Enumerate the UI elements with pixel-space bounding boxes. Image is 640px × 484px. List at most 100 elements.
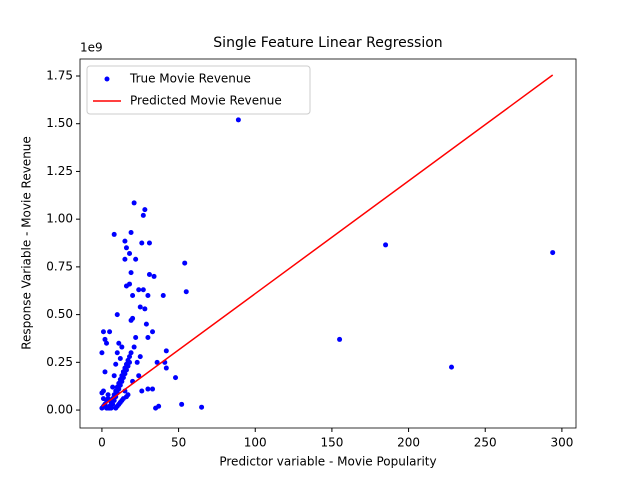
regression-line [101, 74, 554, 407]
legend-label: True Movie Revenue [129, 72, 251, 86]
point [125, 363, 131, 369]
point [142, 306, 148, 312]
point [99, 350, 105, 356]
point [146, 272, 152, 278]
point [100, 329, 106, 335]
point [140, 287, 146, 293]
point [151, 273, 157, 279]
point [130, 293, 136, 299]
point [145, 335, 151, 341]
point [104, 405, 110, 411]
point [143, 321, 149, 327]
point [116, 340, 122, 346]
plot-frame [79, 58, 577, 429]
legend-box [86, 65, 311, 115]
x-tick-label: 150 [320, 436, 343, 450]
y-tick-label: 0.50 [46, 307, 73, 321]
point [102, 369, 108, 375]
point [111, 373, 117, 379]
point [108, 403, 114, 409]
x-tick-label: 250 [474, 436, 497, 450]
point [130, 315, 136, 321]
x-tick-label: 50 [171, 436, 186, 450]
point [383, 242, 389, 248]
point [117, 356, 123, 362]
point [107, 329, 113, 335]
point [111, 231, 117, 237]
point [128, 270, 134, 276]
point [128, 230, 134, 236]
point [179, 401, 185, 407]
point [102, 336, 108, 342]
x-axis-label: Predictor variable - Movie Popularity [219, 455, 436, 469]
point [173, 375, 179, 381]
point [116, 386, 122, 392]
point [136, 373, 142, 379]
point [163, 348, 169, 354]
point [137, 354, 143, 360]
y-tick-label: 0.25 [46, 355, 73, 369]
chart-title: Single Feature Linear Regression [213, 35, 442, 51]
point [104, 340, 110, 346]
point [145, 386, 151, 392]
point [113, 361, 119, 367]
y-tick-label: 1.00 [46, 212, 73, 226]
x-tick-label: 0 [98, 436, 106, 450]
point [127, 281, 133, 287]
point [119, 378, 125, 384]
point [127, 354, 133, 360]
point [140, 212, 146, 218]
point [99, 390, 105, 396]
y-offset-label: 1e9 [80, 41, 103, 55]
point [119, 344, 125, 350]
x-tick-label: 200 [397, 436, 420, 450]
point [114, 350, 120, 356]
point [163, 365, 169, 371]
point [111, 398, 117, 404]
point [122, 238, 128, 244]
legend-label: Predicted Movie Revenue [130, 94, 282, 108]
point [117, 382, 123, 388]
point [550, 250, 556, 256]
point [156, 403, 162, 409]
point [182, 260, 188, 266]
point [150, 386, 156, 392]
y-tick-label: 1.75 [46, 68, 73, 82]
point [120, 375, 126, 381]
point [100, 396, 106, 402]
point [146, 240, 152, 246]
point [128, 350, 134, 356]
point [154, 359, 160, 365]
point [131, 344, 137, 350]
point [131, 200, 137, 206]
point [199, 404, 205, 410]
point [235, 117, 241, 123]
point [134, 359, 140, 365]
point [125, 392, 131, 398]
point [110, 384, 116, 390]
point [137, 304, 143, 310]
point [127, 251, 133, 257]
y-tick-label: 1.50 [46, 116, 73, 130]
point [337, 336, 343, 342]
point [139, 388, 145, 394]
point [139, 240, 145, 246]
point [145, 293, 151, 299]
point [120, 369, 126, 375]
point [449, 364, 455, 370]
x-tick-label: 300 [550, 436, 573, 450]
point [150, 329, 156, 335]
x-tick-label: 100 [244, 436, 267, 450]
point [136, 287, 142, 293]
y-tick-label: 0.00 [46, 403, 73, 417]
y-tick-label: 0.75 [46, 259, 73, 273]
point [105, 396, 111, 402]
point [114, 312, 120, 318]
point [133, 256, 139, 262]
y-tick-label: 1.25 [46, 164, 73, 178]
legend-marker [104, 76, 110, 82]
point [105, 392, 111, 398]
point [160, 293, 166, 299]
y-axis-label: Response Variable - Movie Revenue [20, 136, 34, 350]
